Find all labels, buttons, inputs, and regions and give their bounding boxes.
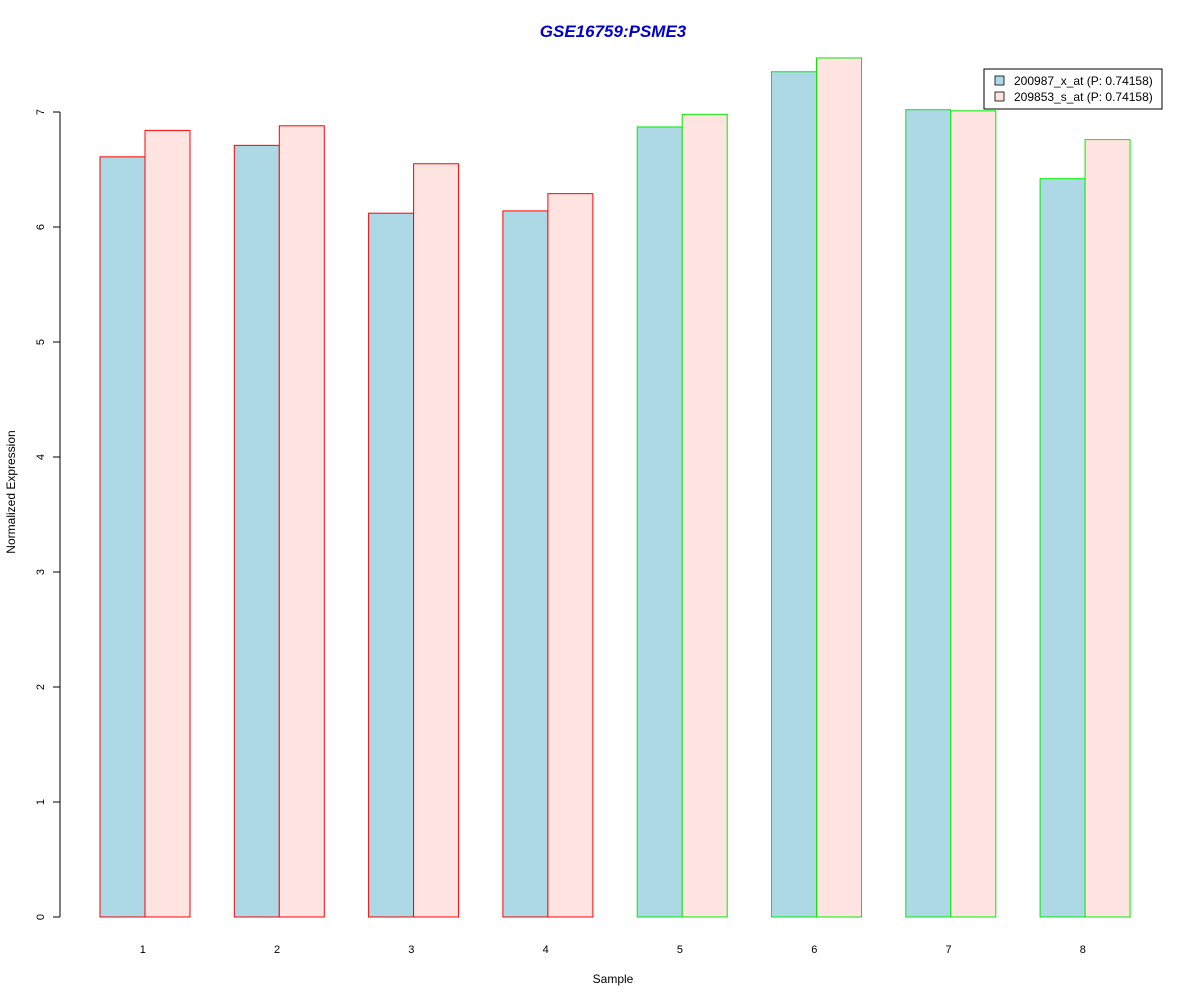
bars-layer <box>99 57 1131 918</box>
bar-sample-5-series-2 <box>681 113 728 918</box>
bar-sample-3-series-2 <box>413 163 460 918</box>
legend-label-series-2: 209853_s_at (P: 0.74158) <box>1014 90 1153 104</box>
legend-swatch-series-1 <box>994 75 1005 86</box>
x-tick-label: 8 <box>1080 944 1086 956</box>
bar-sample-6-series-1 <box>771 71 817 918</box>
bar-sample-1-series-2 <box>144 129 191 918</box>
x-tick-label: 5 <box>677 944 683 956</box>
y-tick-label: 0 <box>35 914 47 920</box>
y-tick-label: 6 <box>35 224 47 230</box>
bar-sample-8-series-2 <box>1084 139 1131 918</box>
x-axis-label: Sample <box>593 972 634 986</box>
x-tick-label: 7 <box>945 944 951 956</box>
legend-box <box>983 68 1163 110</box>
x-tick-label: 2 <box>274 944 280 956</box>
x-tick-label: 6 <box>811 944 817 956</box>
y-tick-label: 3 <box>35 569 47 575</box>
y-tick-label: 1 <box>35 799 47 805</box>
bar-sample-5-series-1 <box>636 126 683 918</box>
bar-sample-2-series-1 <box>233 144 280 918</box>
x-tick-label: 4 <box>543 944 549 956</box>
bar-sample-3-series-1 <box>368 212 415 918</box>
y-axis: 0 1 2 3 4 5 6 7 <box>35 109 61 920</box>
bar-sample-2-series-2 <box>278 125 325 918</box>
x-tick-label: 1 <box>140 944 146 956</box>
legend-swatch-series-2 <box>994 91 1005 102</box>
bar-sample-4-series-1 <box>502 210 549 918</box>
legend-label-series-1: 200987_x_at (P: 0.74158) <box>1014 74 1153 88</box>
bar-sample-7-series-2 <box>950 110 997 918</box>
y-tick-label: 7 <box>35 109 47 115</box>
legend: 200987_x_at (P: 0.74158) 209853_s_at (P:… <box>983 68 1163 110</box>
y-tick-label: 2 <box>35 684 47 690</box>
x-tick-label: 3 <box>408 944 414 956</box>
bar-sample-8-series-1 <box>1039 178 1086 918</box>
x-axis-tick-labels: 1 2 3 4 5 6 7 8 <box>140 944 1086 956</box>
y-axis-label: Normalized Expression <box>4 430 18 553</box>
bar-sample-6-series-2 <box>816 57 862 918</box>
y-tick-label: 5 <box>35 339 47 345</box>
y-tick-label: 4 <box>35 454 47 460</box>
bar-sample-7-series-1 <box>905 109 952 918</box>
bar-sample-4-series-2 <box>547 193 594 918</box>
chart-title: GSE16759:PSME3 <box>540 22 687 41</box>
bar-sample-1-series-1 <box>99 156 146 918</box>
